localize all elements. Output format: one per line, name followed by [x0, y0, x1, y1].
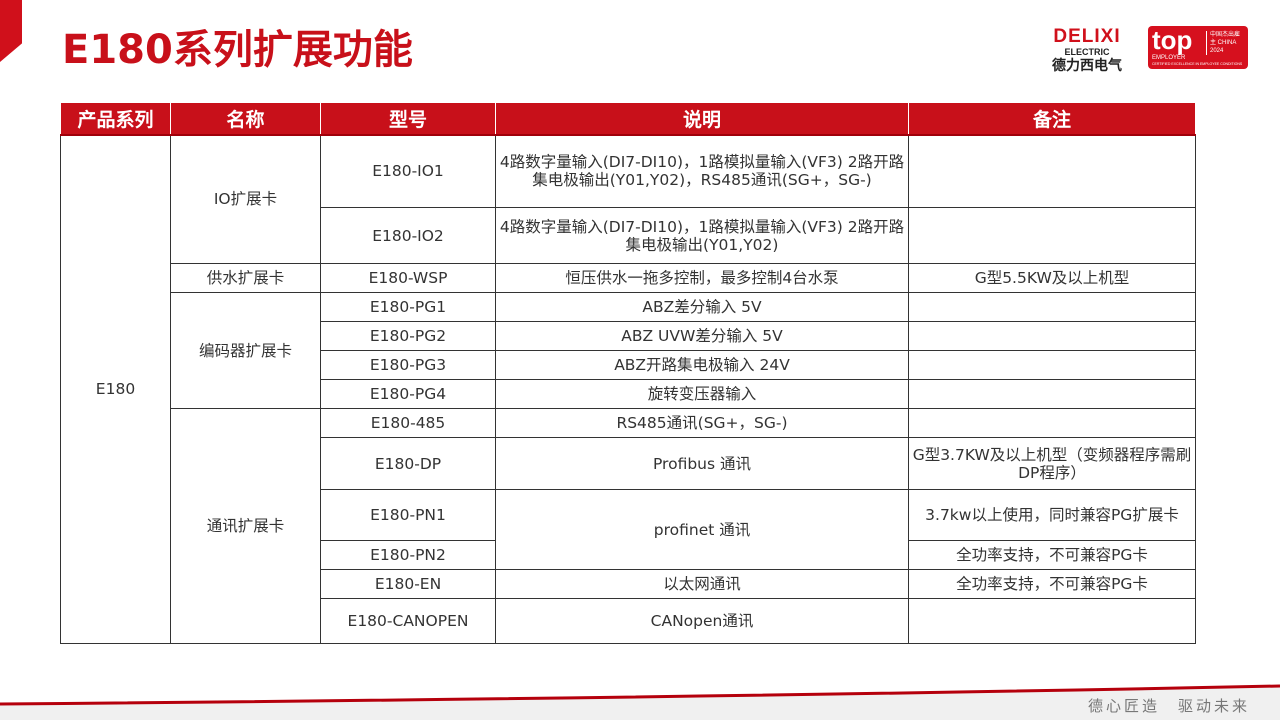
top-employer-logo: top EMPLOYER 中国杰出雇主 CHINA 2024 CERTIFIED… — [1148, 26, 1248, 69]
model-cell: E180-PN2 — [320, 540, 496, 570]
certified-text: CERTIFIED EXCELLENCE IN EMPLOYEE CONDITI… — [1152, 62, 1243, 66]
model-cell: E180-485 — [320, 408, 496, 438]
desc-cell: Profibus 通讯 — [495, 437, 909, 490]
table-row: E180-PN2 全功率支持，不可兼容PG卡 — [61, 540, 1196, 570]
logo-sub: ELECTRIC — [1064, 47, 1110, 57]
header-cell: 备注 — [908, 102, 1196, 136]
note-cell: 全功率支持，不可兼容PG卡 — [908, 569, 1196, 599]
note-cell — [908, 379, 1196, 409]
header-cell: 产品系列 — [60, 102, 171, 136]
model-cell: E180-WSP — [320, 263, 496, 293]
desc-cell: 4路数字量输入(DI7-DI10)，1路模拟量输入(VF3) 2路开路集电极输出… — [495, 134, 909, 208]
group-cell: IO扩展卡 — [170, 134, 321, 264]
delixi-logo: DELIXI ELECTRIC 德力西电气 — [1042, 26, 1132, 75]
table-row: E180-CANOPEN CANopen通讯 — [61, 598, 1196, 644]
desc-cell: RS485通讯(SG+，SG-) — [495, 408, 909, 438]
desc-cell: ABZ UVW差分输入 5V — [495, 321, 909, 351]
extension-table: 产品系列 名称 型号 说明 备注 E180 IO扩展卡 E180-IO1 4路数… — [60, 102, 1196, 644]
model-cell: E180-IO1 — [320, 134, 496, 208]
desc-cell: ABZ差分输入 5V — [495, 292, 909, 322]
top-employer-left: top EMPLOYER — [1152, 27, 1206, 62]
group-cell: 通讯扩展卡 — [170, 408, 321, 644]
desc-cell: 4路数字量输入(DI7-DI10)，1路模拟量输入(VF3) 2路开路集电极输出… — [495, 207, 909, 264]
table-row: E180 IO扩展卡 E180-IO1 4路数字量输入(DI7-DI10)，1路… — [60, 134, 1196, 644]
series-cell: E180 — [60, 134, 171, 644]
note-cell: 3.7kw以上使用，同时兼容PG扩展卡 — [908, 489, 1196, 541]
page-title: E180系列扩展功能 — [62, 27, 413, 73]
china-text: 中国杰出雇主 CHINA 2024 — [1206, 31, 1244, 55]
note-cell — [908, 598, 1196, 644]
model-cell: E180-IO2 — [320, 207, 496, 264]
table-row: E180-IO2 4路数字量输入(DI7-DI10)，1路模拟量输入(VF3) … — [61, 207, 1196, 264]
model-cell: E180-CANOPEN — [320, 598, 496, 644]
header-cell: 型号 — [320, 102, 496, 136]
header-cell: 名称 — [170, 102, 321, 136]
employer-text: EMPLOYER — [1152, 55, 1186, 61]
table-row: E180-PG4 旋转变压器输入 — [61, 379, 1196, 409]
table-row: E180-PG3 ABZ开路集电极输入 24V — [61, 350, 1196, 380]
table-row: E180-PG2 ABZ UVW差分输入 5V — [61, 321, 1196, 351]
header-cell: 说明 — [495, 102, 909, 136]
header-row: 产品系列 名称 型号 说明 备注 — [60, 102, 1196, 136]
table-row: 编码器扩展卡 E180-PG1 ABZ差分输入 5V — [61, 292, 1196, 409]
footer-slogan: 德心匠造 驱动未来 — [1087, 697, 1250, 715]
note-cell: G型5.5KW及以上机型 — [908, 263, 1196, 293]
model-cell: E180-PG4 — [320, 379, 496, 409]
model-cell: E180-PG3 — [320, 350, 496, 380]
desc-cell: 以太网通讯 — [495, 569, 909, 599]
note-cell: 全功率支持，不可兼容PG卡 — [908, 540, 1196, 570]
note-cell — [908, 292, 1196, 322]
model-cell: E180-PG1 — [320, 292, 496, 322]
model-cell: E180-DP — [320, 437, 496, 490]
logo-text: DELIXI — [1053, 26, 1121, 47]
note-cell — [908, 350, 1196, 380]
table-row: E180-PN1 profinet 通讯 3.7kw以上使用，同时兼容PG扩展卡 — [61, 489, 1196, 570]
desc-cell: 旋转变压器输入 — [495, 379, 909, 409]
note-cell — [908, 321, 1196, 351]
desc-cell: 恒压供水一拖多控制，最多控制4台水泵 — [495, 263, 909, 293]
model-cell: E180-PG2 — [320, 321, 496, 351]
group-cell: 编码器扩展卡 — [170, 292, 321, 409]
desc-cell: profinet 通讯 — [495, 489, 909, 570]
table-row: 通讯扩展卡 E180-485 RS485通讯(SG+，SG-) — [61, 408, 1196, 644]
table-row: 供水扩展卡 E180-WSP 恒压供水一拖多控制，最多控制4台水泵 G型5.5K… — [61, 263, 1196, 293]
desc-cell: ABZ开路集电极输入 24V — [495, 350, 909, 380]
model-cell: E180-EN — [320, 569, 496, 599]
group-cell: 供水扩展卡 — [170, 263, 321, 293]
model-cell: E180-PN1 — [320, 489, 496, 541]
corner-decoration — [0, 0, 22, 62]
desc-cell: CANopen通讯 — [495, 598, 909, 644]
note-cell — [908, 134, 1196, 208]
note-cell — [908, 207, 1196, 264]
top-text: top — [1152, 25, 1193, 55]
note-cell — [908, 408, 1196, 438]
top-employer-main: top EMPLOYER 中国杰出雇主 CHINA 2024 — [1152, 27, 1245, 62]
footer-curve — [0, 684, 1280, 720]
note-cell: G型3.7KW及以上机型（变频器程序需刷DP程序） — [908, 437, 1196, 490]
logo-cn: 德力西电气 — [1052, 58, 1122, 74]
table-row: E180-DP Profibus 通讯 G型3.7KW及以上机型（变频器程序需刷… — [61, 437, 1196, 490]
